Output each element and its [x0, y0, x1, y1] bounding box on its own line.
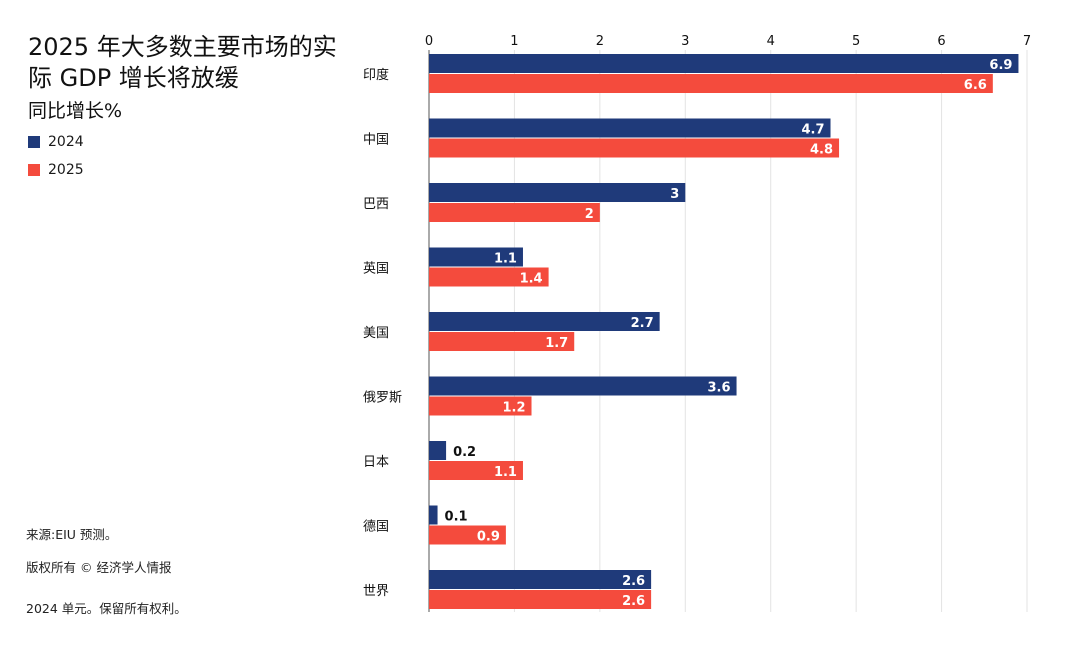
data-label: 2.6: [622, 594, 645, 609]
legend-swatch-2025: [28, 164, 40, 176]
tick-label: 3: [681, 34, 689, 49]
bar: [429, 247, 523, 267]
bar: [429, 505, 438, 525]
data-label: 2.7: [631, 316, 654, 331]
bar: [429, 267, 549, 287]
legend-swatch-2024: [28, 136, 40, 148]
data-label: 3: [670, 187, 679, 202]
legend-item-2025: 2025: [28, 156, 84, 184]
data-label: 2.6: [622, 574, 645, 589]
bar: [429, 570, 652, 589]
data-label: 1.4: [520, 272, 543, 287]
tick-label: 4: [767, 34, 775, 49]
legend: 2024 2025: [28, 128, 84, 184]
tick-label: 0: [425, 34, 433, 49]
bar: [429, 312, 660, 331]
bar: [429, 54, 1019, 73]
category-label: 俄罗斯: [363, 391, 402, 406]
category-label: 印度: [363, 67, 389, 83]
bar: [429, 525, 506, 545]
bar: [429, 74, 993, 93]
source-note: 来源:EIU 预测。: [26, 527, 118, 542]
data-label: 2: [585, 207, 594, 222]
data-label: 6.6: [964, 78, 987, 93]
category-label: 日本: [363, 455, 389, 470]
category-label: 中国: [363, 133, 389, 148]
legend-label-2025: 2025: [48, 162, 84, 178]
tick-label: 2: [596, 34, 604, 49]
rights-note: 2024 单元。保留所有权利。: [26, 601, 187, 616]
data-label: 4.8: [810, 143, 833, 158]
category-label: 英国: [363, 262, 389, 277]
data-label: 0.1: [445, 510, 468, 525]
data-label: 4.7: [801, 123, 824, 138]
data-label: 1.1: [494, 252, 517, 267]
data-label: 1.2: [502, 401, 525, 416]
bar: [429, 396, 532, 416]
legend-label-2024: 2024: [48, 134, 84, 150]
chart-title: 2025 年大多数主要市场的实际 GDP 增长将放缓: [28, 33, 337, 92]
data-label: 1.1: [494, 465, 517, 480]
tick-label: 6: [937, 34, 945, 49]
bar: [429, 118, 831, 138]
bar: [429, 203, 600, 222]
category-label: 世界: [363, 584, 389, 599]
data-label: 0.2: [453, 445, 476, 460]
category-label: 美国: [363, 326, 389, 341]
category-label: 巴西: [363, 197, 389, 212]
data-label: 3.6: [708, 381, 731, 396]
bar: [429, 376, 737, 396]
tick-label: 7: [1023, 34, 1031, 49]
bar: [429, 590, 652, 609]
legend-item-2024: 2024: [28, 128, 84, 156]
bar: [429, 138, 840, 158]
category-label: 德国: [363, 520, 389, 535]
chart-subtitle: 同比增长%: [28, 100, 123, 122]
tick-label: 1: [510, 34, 518, 49]
bar: [429, 332, 575, 351]
bar: [429, 461, 523, 480]
tick-label: 5: [852, 34, 860, 49]
bar: [429, 441, 447, 460]
data-label: 0.9: [477, 530, 500, 545]
data-label: 1.7: [545, 336, 568, 351]
copyright-note: 版权所有 © 经济学人情报: [26, 560, 172, 575]
data-label: 6.9: [989, 58, 1012, 73]
bar: [429, 183, 686, 202]
